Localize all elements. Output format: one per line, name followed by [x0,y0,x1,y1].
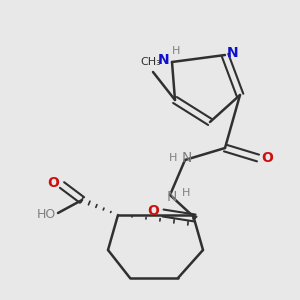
Text: O: O [47,176,59,190]
Text: N: N [158,53,170,67]
Polygon shape [193,215,197,219]
Text: N: N [167,190,177,204]
Text: HO: HO [36,208,56,221]
Text: H: H [172,46,180,56]
Text: H: H [182,188,190,198]
Text: CH₃: CH₃ [141,57,161,67]
Text: N: N [182,151,192,165]
Text: O: O [261,151,273,165]
Text: O: O [147,204,159,218]
Text: N: N [227,46,239,60]
Text: H: H [169,153,177,163]
